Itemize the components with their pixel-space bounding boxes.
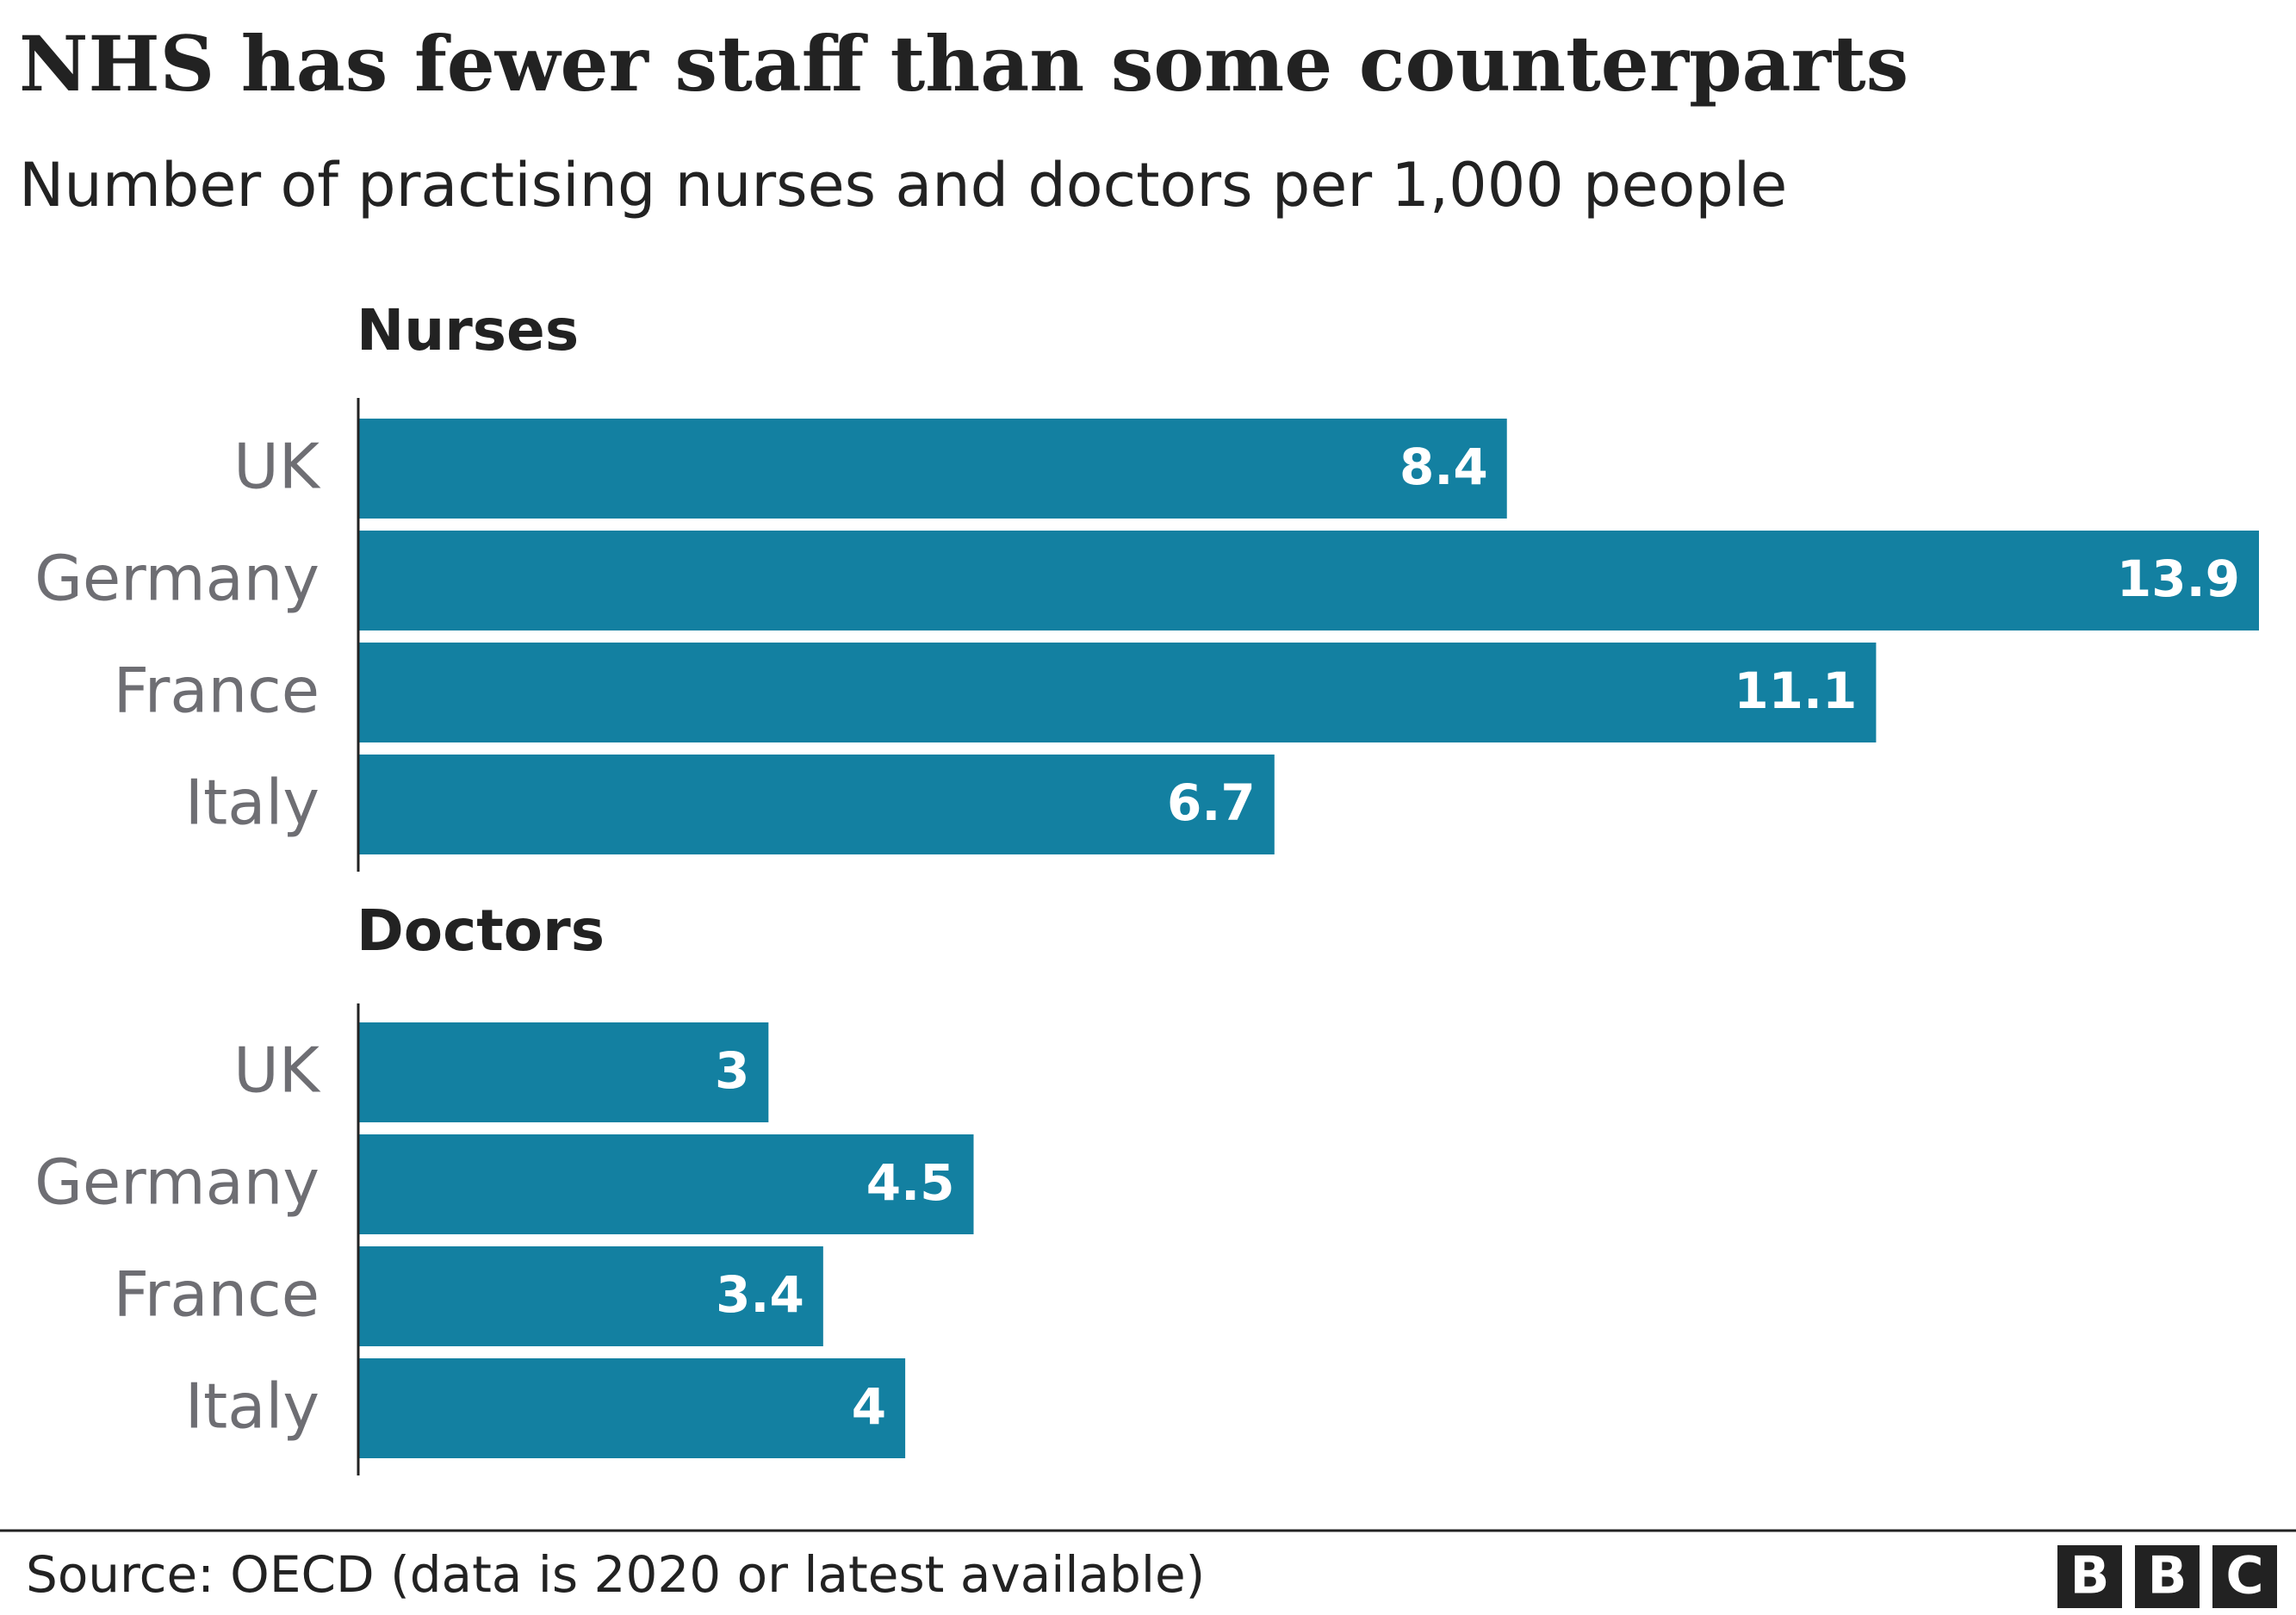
value-label: 3.4	[716, 1265, 804, 1324]
panel-title: Nurses	[357, 297, 579, 363]
category-label: Germany	[34, 1146, 320, 1219]
category-label: Italy	[185, 767, 320, 839]
value-label: 11.1	[1734, 662, 1857, 720]
bar	[358, 643, 1877, 742]
category-label: France	[114, 655, 320, 727]
value-label: 4	[852, 1377, 886, 1436]
value-label: 13.9	[2117, 550, 2240, 608]
bar	[358, 419, 1507, 519]
logo-letter: B	[2148, 1546, 2187, 1606]
bar	[358, 531, 2259, 630]
logo-letter: C	[2225, 1546, 2263, 1606]
value-label: 6.7	[1167, 773, 1256, 832]
category-label: Italy	[185, 1370, 320, 1443]
logo-box	[2135, 1545, 2200, 1608]
category-label: UK	[233, 1034, 321, 1107]
value-label: 4.5	[866, 1153, 955, 1212]
logo-box	[2212, 1545, 2277, 1608]
source: Source: OECD (data is 2020 or latest ava…	[26, 1545, 1205, 1604]
logo-box	[2057, 1545, 2122, 1608]
panel-title: Doctors	[357, 898, 605, 964]
value-label: 8.4	[1399, 438, 1488, 496]
category-label: France	[114, 1258, 320, 1331]
logo-letter: B	[2070, 1546, 2110, 1606]
bar	[358, 1246, 823, 1346]
value-label: 3	[715, 1041, 749, 1100]
chart-title: NHS has fewer staff than some counterpar…	[19, 19, 1908, 109]
bar	[358, 755, 1275, 854]
chart-subtitle: Number of practising nurses and doctors …	[19, 150, 1787, 221]
category-label: UK	[233, 431, 321, 503]
category-label: Germany	[34, 543, 320, 615]
bar	[358, 1358, 906, 1458]
bar	[358, 1022, 769, 1122]
bar	[358, 1134, 974, 1234]
